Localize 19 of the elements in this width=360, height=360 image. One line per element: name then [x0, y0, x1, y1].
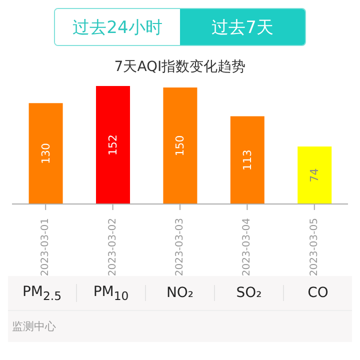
- time-range-toggle: 过去24小时 过去7天: [54, 8, 306, 46]
- pollutant-tabs: PM$_{2.5}$ PM$_{10}$ NO₂ SO₂ CO: [8, 276, 352, 311]
- bar: [163, 88, 198, 204]
- x-tick-label: 2023-03-03: [174, 218, 186, 276]
- data-label: 130: [39, 143, 52, 164]
- bar: [96, 86, 130, 204]
- x-tick-label: 2023-03-04: [242, 218, 253, 276]
- text: 监测中心: [8, 311, 352, 342]
- data-label: 113: [240, 150, 254, 171]
- x-tick-label: 2023-03-05: [308, 218, 320, 276]
- chart-title: 7天AQI指数变化趋势: [113, 58, 247, 76]
- bar: [298, 146, 332, 204]
- x-tick-label: 2023-03-02: [107, 218, 118, 276]
- data-label: 150: [174, 135, 187, 156]
- data-label: 152: [106, 134, 120, 156]
- data-label: 74: [308, 168, 322, 182]
- x-tick-label: 2023-03-01: [40, 218, 52, 276]
- bar: [28, 103, 63, 204]
- bar: [230, 116, 264, 204]
